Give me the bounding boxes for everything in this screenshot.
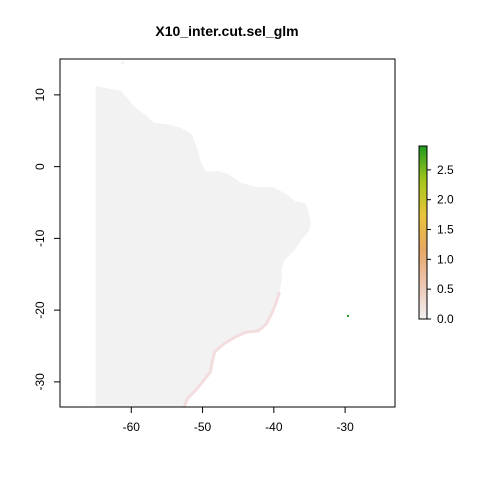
- x-tick-label: -60: [123, 420, 141, 434]
- x-axis: -60 -50 -40 -30: [123, 407, 354, 434]
- x-tick-label: -50: [194, 420, 212, 434]
- y-tick-label: 0: [33, 163, 47, 170]
- legend-colorbar: [418, 145, 428, 320]
- coastal-suitability-band: [182, 291, 281, 408]
- legend-tick-label: 1.5: [437, 223, 454, 237]
- y-tick-label: 10: [33, 88, 47, 102]
- legend-tick-label: 2.5: [437, 163, 454, 177]
- y-axis: 10 0 -10 -20 -30: [33, 88, 60, 391]
- map-title: X10_inter.cut.sel_glm: [155, 23, 298, 39]
- legend-tick-label: 0.5: [437, 282, 454, 296]
- y-tick-label: -20: [33, 301, 47, 319]
- coastal-band: [182, 291, 281, 408]
- y-tick-label: -30: [33, 373, 47, 391]
- land-area: [95, 85, 311, 407]
- x-tick-label: -30: [336, 420, 354, 434]
- plot-frame: [59, 58, 396, 408]
- y-tick-label: -10: [33, 229, 47, 247]
- legend-tick-label: 0.0: [437, 312, 454, 326]
- hotspot-cell: [347, 314, 349, 317]
- x-tick-label: -40: [265, 420, 283, 434]
- legend-tick-label: 1.0: [437, 252, 454, 266]
- island-cell: [121, 61, 125, 65]
- legend-ticks: 0.0 0.5 1.0 1.5 2.0 2.5: [427, 163, 454, 326]
- legend-tick-label: 2.0: [437, 193, 454, 207]
- land-raster: [95, 61, 311, 407]
